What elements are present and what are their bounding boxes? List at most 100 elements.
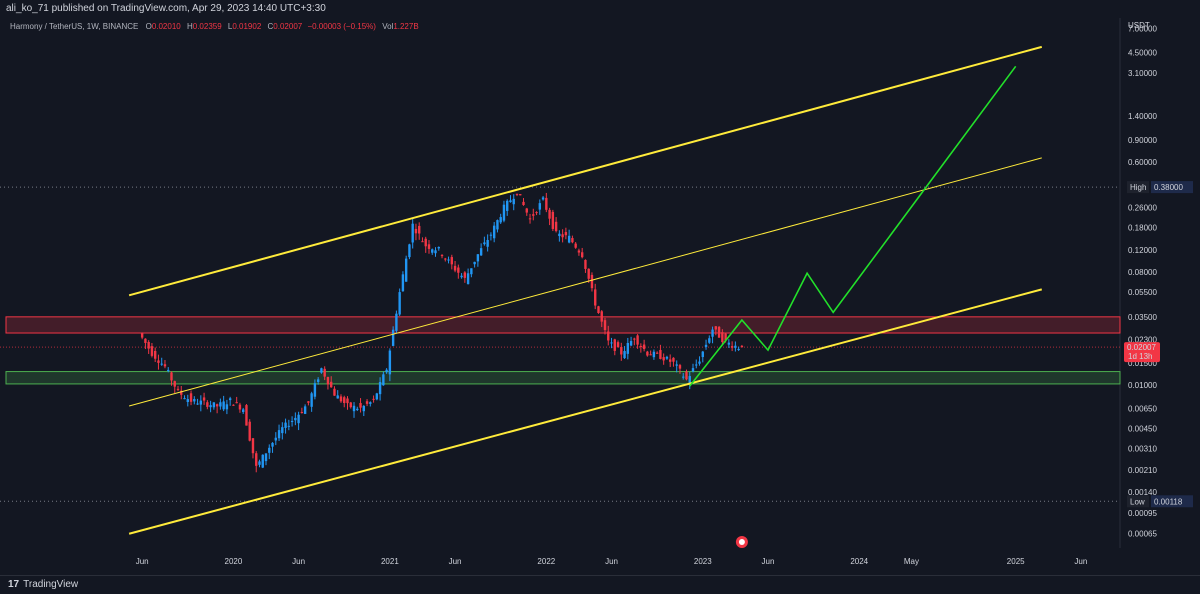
last-price-tag — [1124, 342, 1160, 363]
candle-body — [727, 342, 731, 345]
candle-body — [717, 326, 721, 338]
candle-body — [450, 257, 454, 265]
candle-body — [326, 377, 330, 385]
candle-body — [691, 368, 695, 372]
candle-body — [294, 417, 297, 421]
price-tick-label: 0.05500 — [1128, 288, 1157, 297]
price-tick-label: 0.02300 — [1128, 336, 1157, 345]
candle-body — [695, 364, 698, 366]
candle-body — [228, 398, 232, 401]
candle-body — [584, 259, 587, 269]
candle-body — [398, 292, 401, 315]
candle-body — [580, 252, 584, 258]
low-value-bg — [1151, 495, 1193, 508]
candle-body — [538, 203, 542, 210]
candle-body — [268, 447, 271, 453]
candle-body — [307, 401, 310, 403]
candle-body — [545, 197, 548, 210]
candle-body — [372, 398, 375, 400]
candle-body — [564, 232, 568, 236]
candle-body — [431, 249, 434, 253]
candle-body — [724, 333, 727, 341]
candle-body — [577, 250, 581, 253]
candle-body — [457, 267, 460, 273]
candle-body — [515, 193, 519, 195]
candle-body — [600, 311, 603, 322]
candle-body — [704, 344, 708, 347]
candle-body — [476, 254, 480, 262]
currency-label: USDT — [1128, 21, 1150, 30]
candle-body — [199, 400, 203, 405]
candle-body — [255, 453, 258, 466]
low-tag-bg — [1127, 495, 1149, 508]
candle-body — [274, 437, 277, 441]
candle-body — [668, 359, 672, 362]
time-tick-label: 2021 — [381, 557, 399, 566]
price-tick-label: 7.00000 — [1128, 25, 1157, 34]
candle-body — [525, 208, 528, 213]
candle-body — [603, 320, 607, 330]
candle-body — [672, 357, 675, 362]
candle-body — [502, 204, 506, 221]
candle-body — [212, 402, 216, 408]
candle-body — [313, 383, 317, 397]
candle-body — [346, 398, 349, 404]
change-value: −0.00003 (−0.15%) — [307, 22, 376, 31]
candle-body — [734, 345, 737, 348]
candle-body — [486, 239, 489, 247]
open-value: 0.02010 — [151, 22, 181, 31]
candle-body — [183, 398, 186, 400]
candle-body — [375, 393, 379, 400]
candle-body — [548, 209, 551, 219]
candle-body — [176, 388, 180, 390]
candle-body — [509, 200, 512, 203]
price-tick-label: 0.18000 — [1128, 224, 1157, 233]
candle-body — [616, 342, 620, 348]
high-value-text: 0.38000 — [1154, 183, 1183, 192]
time-tick-label: Jun — [136, 557, 149, 566]
candle-body — [678, 365, 682, 369]
price-tick-label: 0.01000 — [1128, 381, 1157, 390]
candle-body — [590, 274, 594, 289]
price-tick-label: 0.00210 — [1128, 466, 1157, 475]
candle-body — [215, 404, 219, 407]
candle-body — [607, 331, 610, 341]
candle-body — [437, 246, 440, 249]
time-tick-label: 2020 — [225, 557, 243, 566]
candle-body — [336, 395, 339, 399]
candle-body — [610, 342, 613, 344]
candle-body — [473, 261, 476, 265]
candle-body — [659, 349, 662, 359]
candles — [140, 192, 744, 473]
candle-body — [447, 259, 450, 261]
candle-body — [655, 352, 659, 354]
symbol-legend: Harmony / TetherUS, 1W, BINANCE O0.02010… — [10, 22, 419, 32]
candle-body — [349, 402, 352, 408]
price-tick-label: 0.00450 — [1128, 424, 1157, 433]
candle-body — [290, 420, 294, 422]
candle-body — [264, 453, 268, 462]
close-key: C — [267, 22, 274, 31]
candle-body — [512, 198, 515, 205]
candle-body — [620, 346, 623, 355]
support-zone — [5, 371, 1121, 385]
candle-body — [597, 306, 600, 314]
candle-body — [682, 376, 685, 378]
close-value: 0.02007 — [273, 22, 303, 31]
low-key: L — [227, 22, 233, 31]
candle-body — [284, 422, 287, 428]
candle-body — [287, 425, 291, 427]
candle-body — [202, 397, 206, 401]
tradingview-brand: TradingView — [23, 579, 79, 590]
candle-body — [613, 339, 616, 351]
price-tick-label: 0.00310 — [1128, 445, 1157, 454]
event-marker-dot — [738, 539, 745, 545]
tradingview-logo[interactable]: 17 TradingView — [8, 579, 78, 590]
candle-body — [225, 404, 229, 410]
candle-body — [496, 220, 499, 230]
candle-body — [362, 405, 365, 412]
channel-lower-line — [128, 288, 1043, 535]
candle-body — [150, 346, 154, 356]
price-tick-label: 0.12000 — [1128, 246, 1157, 255]
